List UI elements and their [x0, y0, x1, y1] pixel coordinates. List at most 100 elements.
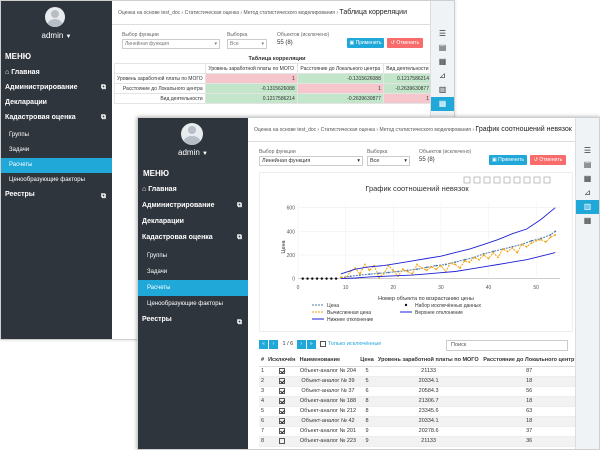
only-excluded-toggle[interactable]: Только исключённые: [320, 340, 381, 347]
excluded-checkbox[interactable]: [278, 387, 285, 394]
pan-icon[interactable]: [483, 176, 491, 184]
nav-declarations[interactable]: Декларации: [138, 216, 248, 232]
series-point: [444, 263, 447, 266]
apply-button[interactable]: ▣ Применить: [489, 155, 527, 165]
column-header[interactable]: Цена: [358, 354, 376, 367]
excluded-checkbox[interactable]: [278, 417, 285, 424]
table-row[interactable]: 7 Объект-аналог № 201 9 20278.6 37: [259, 426, 577, 437]
column-header[interactable]: Наименование: [297, 354, 359, 367]
table-row[interactable]: 2 Объект-аналог № 39 5 20334.1 18: [259, 376, 577, 387]
apply-button[interactable]: ▣ Применить: [347, 38, 384, 48]
breadcrumb-item[interactable]: Оценка на основе test_doc: [118, 10, 181, 16]
excluded-checkbox[interactable]: [278, 397, 285, 404]
wage-cell: 21133: [375, 436, 482, 447]
series-point: [540, 238, 542, 241]
user-menu[interactable]: admin ▼: [1, 31, 112, 40]
camera-icon[interactable]: [463, 176, 471, 184]
nav-admin[interactable]: Администрирование ⧉: [1, 83, 112, 98]
excluded-checkbox[interactable]: [278, 407, 285, 414]
avatar[interactable]: [181, 123, 203, 145]
function-select[interactable]: Линейная функция ▾: [122, 39, 220, 49]
excluded-checkbox[interactable]: [278, 437, 285, 444]
breadcrumb-item[interactable]: Метод статистического моделирования: [379, 127, 471, 133]
signal-icon[interactable]: ▥: [438, 85, 447, 94]
zoom-in-icon[interactable]: [513, 176, 521, 184]
table-icon[interactable]: ▦: [583, 174, 592, 183]
table-row[interactable]: 3 Объект-аналог № 37 6 20584.3 56: [259, 386, 577, 397]
user-menu[interactable]: admin ▼: [138, 148, 248, 157]
nav-calcs[interactable]: Расчеты: [1, 158, 112, 173]
lasso-icon[interactable]: [503, 176, 511, 184]
sample-select[interactable]: Все ▾: [227, 39, 267, 49]
nav-home[interactable]: ⌂ Главная: [138, 184, 248, 200]
nav-factors[interactable]: Ценообразующие факторы: [1, 173, 112, 188]
series-point: [478, 258, 480, 261]
cancel-button[interactable]: ↺ Отменить: [387, 38, 423, 48]
column-header[interactable]: Уровень заработной платы по МОГО: [375, 354, 482, 367]
signal-icon[interactable]: ▥: [576, 200, 599, 214]
nav-groups[interactable]: Группы: [1, 128, 112, 143]
row-header: Расстояние до Локального центра: [114, 83, 206, 94]
nav-groups[interactable]: Группы: [138, 248, 248, 264]
column-header[interactable]: Расстояние до Локального центр: [481, 354, 577, 367]
nav-tasks[interactable]: Задачи: [1, 143, 112, 158]
nav-cadastral[interactable]: Кадастровая оценка ⧉: [138, 232, 248, 248]
line-chart-icon[interactable]: ⊿: [439, 71, 446, 80]
grid-icon[interactable]: ▦: [431, 97, 454, 111]
table-row[interactable]: 5 Объект-аналог № 212 8 23345.6 63: [259, 406, 577, 417]
table-row[interactable]: 6 Объект-аналог № 42 8 20334.1 18: [259, 416, 577, 427]
nav-admin[interactable]: Администрирование ⧉: [138, 200, 248, 216]
nav-registries[interactable]: Реестры ⧉: [1, 188, 112, 203]
excluded-checkbox[interactable]: [278, 427, 285, 434]
residuals-chart-card: График соотношений невязок 0 200 400 600 0 10…: [259, 172, 573, 332]
series-point: [544, 241, 547, 243]
search-input[interactable]: Поиск: [446, 340, 568, 351]
home-icon[interactable]: [543, 176, 551, 184]
autoscale-icon[interactable]: [533, 176, 541, 184]
bar-chart-icon[interactable]: ▤: [583, 160, 592, 169]
first-page-button[interactable]: «: [259, 340, 268, 349]
table-icon[interactable]: ▦: [438, 57, 447, 66]
nav-declarations[interactable]: Декларации: [1, 98, 112, 113]
table-row[interactable]: 4 Объект-аналог № 188 8 21306.7 18: [259, 396, 577, 407]
wage-cell: 20334.1: [375, 376, 482, 387]
nav-registries[interactable]: Реестры ⧉: [138, 312, 248, 328]
breadcrumb-item[interactable]: Оценка на основе test_doc: [254, 127, 317, 133]
prev-page-button[interactable]: ‹: [269, 340, 278, 349]
cancel-button[interactable]: ↺ Отменить: [530, 155, 566, 165]
breadcrumb-item[interactable]: Метод статистического моделирования: [243, 10, 335, 16]
list-icon[interactable]: ☰: [438, 29, 447, 38]
breadcrumb-active: График соотношений невязок: [475, 126, 572, 133]
nav-tasks[interactable]: Задачи: [138, 264, 248, 280]
series-point: [482, 254, 485, 256]
next-page-button[interactable]: ›: [296, 340, 306, 349]
function-select[interactable]: Линейная функция ▾: [259, 156, 363, 166]
excluded-checkbox[interactable]: [278, 367, 285, 374]
bar-chart-icon[interactable]: ▤: [438, 43, 447, 52]
grid-icon[interactable]: ▦: [583, 216, 592, 225]
table-row[interactable]: 8 Объект-аналог № 223 9 21133 36: [259, 436, 577, 447]
wage-cell: 21133: [375, 366, 482, 377]
nav-factors[interactable]: Ценообразующие факторы: [138, 296, 248, 312]
function-label: Выбор функции: [259, 149, 296, 155]
column-header[interactable]: Исключён: [266, 354, 298, 367]
column-header[interactable]: #: [259, 354, 267, 367]
nav-home[interactable]: ⌂ Главная: [1, 68, 112, 83]
excluded-checkbox[interactable]: [278, 377, 285, 384]
select-icon[interactable]: [493, 176, 501, 184]
nav-calcs[interactable]: Расчеты: [138, 280, 248, 296]
list-icon[interactable]: ☰: [583, 146, 592, 155]
wage-cell: 20334.1: [375, 416, 482, 427]
zoom-out-icon[interactable]: [523, 176, 531, 184]
nav-cadastral[interactable]: Кадастровая оценка ⧉: [1, 113, 112, 128]
last-page-button[interactable]: »: [306, 340, 316, 349]
table-row[interactable]: 1 Объект-аналог № 204 5 21133 87: [259, 366, 577, 377]
breadcrumb-item[interactable]: Статистическая оценка: [184, 10, 240, 16]
zoom-icon[interactable]: [473, 176, 481, 184]
line-chart-icon[interactable]: ⊿: [584, 188, 591, 197]
avatar[interactable]: [45, 7, 65, 27]
breadcrumb-item[interactable]: Статистическая оценка: [320, 127, 376, 133]
sample-select[interactable]: Все ▾: [367, 156, 410, 166]
correlation-cell: -0.1315626088: [204, 83, 298, 94]
